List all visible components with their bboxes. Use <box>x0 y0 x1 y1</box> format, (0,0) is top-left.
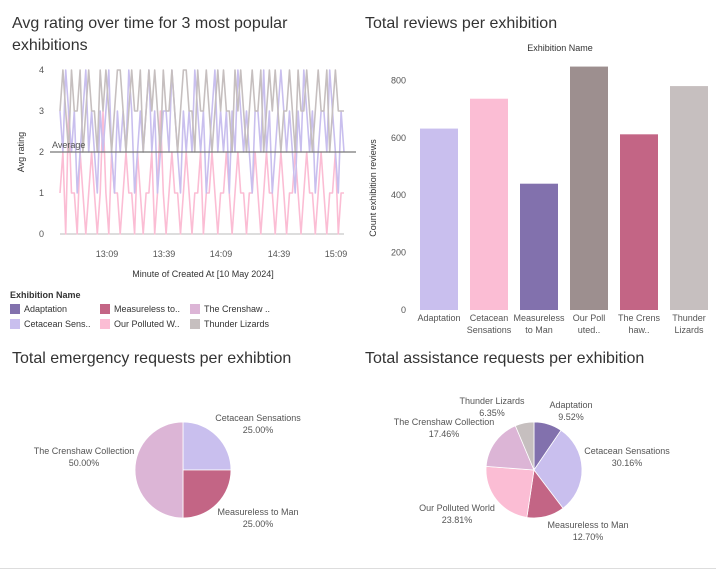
bar-our-polluted-world <box>570 66 608 310</box>
slice-label: Thunder Lizards <box>459 396 525 406</box>
slice-label: Adaptation <box>549 400 592 410</box>
slice-label: Cetacean Sensations <box>215 413 301 423</box>
y-tick-label: 200 <box>391 248 406 258</box>
series-line-thunder-lizards <box>59 69 344 153</box>
legend-label: Thunder Lizards <box>204 319 270 329</box>
bar-header: Exhibition Name <box>527 43 593 53</box>
legend-swatch <box>10 319 20 329</box>
pie-emergency-title: Total emergency requests per exhibtion <box>12 350 292 367</box>
x-axis-title: Minute of Created At [10 May 2024] <box>132 269 274 279</box>
bar-adaptation <box>420 128 458 310</box>
y-tick-label: 400 <box>391 190 406 200</box>
x-tick-label: Measureless <box>513 313 565 323</box>
y-tick-label: 600 <box>391 133 406 143</box>
x-tick-label: Lizards <box>674 325 704 335</box>
pie-slice-thunder-lizards <box>514 421 535 471</box>
bar-thunder-lizards <box>670 86 708 310</box>
legend-item[interactable]: Cetacean Sens.. <box>10 319 96 329</box>
slice-pct: 25.00% <box>243 425 274 435</box>
slice-pct: 17.46% <box>429 429 460 439</box>
x-tick-label: 13:09 <box>96 249 119 259</box>
bar-chart[interactable]: Exhibition Name 0 200 400 600 800 Count exhibi… <box>360 40 710 340</box>
bar-chart-title: Total reviews per exhibition <box>365 15 558 32</box>
bar-the-crenshaw-collection <box>620 134 658 310</box>
bottom-divider <box>0 568 716 569</box>
legend-label: Adaptation <box>24 304 68 314</box>
legend-label: Cetacean Sens.. <box>24 319 91 329</box>
line-chart-title: Avg rating over time for 3 most popular … <box>12 15 288 54</box>
legend-label: The Crenshaw .. <box>204 304 271 314</box>
legend-item[interactable]: Measureless to.. <box>100 304 186 314</box>
pie-assistance-chart[interactable]: Adaptation 9.52% Cetacean Sensations 30.16%… <box>360 370 715 570</box>
x-tick-label: Our Poll <box>573 313 606 323</box>
slice-label: Measureless to Man <box>217 507 298 517</box>
pie-slice-measureless-to-man <box>182 469 232 519</box>
legend-label: Measureless to.. <box>114 304 181 314</box>
y-tick-label: 4 <box>39 65 44 75</box>
slice-label: Our Polluted World <box>419 503 495 513</box>
x-tick-label: Cetacean <box>470 313 509 323</box>
slice-pct: 12.70% <box>573 532 604 542</box>
legend-swatch <box>190 319 200 329</box>
y-axis-title: Count exhibition reviews <box>368 139 378 237</box>
slice-label: Measureless to Man <box>547 520 628 530</box>
slice-pct: 25.00% <box>243 519 274 529</box>
y-tick-label: 2 <box>39 147 44 157</box>
legend-item[interactable]: Thunder Lizards <box>190 319 276 329</box>
x-tick-label: The Crens <box>618 313 661 323</box>
legend-grid: Adaptation Measureless to.. The Crenshaw .… <box>10 304 350 329</box>
x-tick-label: Thunder <box>672 313 706 323</box>
slice-pct: 6.35% <box>479 408 505 418</box>
pie-slice-cetacean-sensations <box>533 429 583 509</box>
pie-emergency-chart[interactable]: Cetacean Sensations 25.00% Measureless to … <box>0 370 355 570</box>
slice-pct: 9.52% <box>558 412 584 422</box>
legend-label: Our Polluted W.. <box>114 319 180 329</box>
pie-slice-our-polluted-world <box>485 465 535 518</box>
legend-item[interactable]: Our Polluted W.. <box>100 319 186 329</box>
x-tick-label: 14:39 <box>268 249 291 259</box>
legend-swatch <box>190 304 200 314</box>
y-tick-label: 1 <box>39 188 44 198</box>
bar-cetacean-sensations <box>470 98 508 310</box>
y-tick-label: 0 <box>401 305 406 315</box>
x-tick-label: to Man <box>525 325 553 335</box>
legend[interactable]: Exhibition Name Adaptation Measureless to… <box>10 290 350 329</box>
slice-pct: 50.00% <box>69 458 100 468</box>
y-tick-label: 3 <box>39 106 44 116</box>
legend-swatch <box>100 304 110 314</box>
x-tick-label: 13:39 <box>153 249 176 259</box>
x-tick-label: Sensations <box>467 325 512 335</box>
slice-pct: 23.81% <box>442 515 473 525</box>
pie-assistance-title: Total assistance requests per exhibition <box>365 350 645 367</box>
slice-label: Cetacean Sensations <box>584 446 670 456</box>
average-label: Average <box>52 140 85 150</box>
y-tick-label: 0 <box>39 229 44 239</box>
line-chart[interactable]: 0 1 2 3 4 Average 13:09 13:39 14:09 14:39 15:09 Min… <box>0 58 356 279</box>
bar-measureless-to-man <box>520 183 558 310</box>
x-tick-label: Adaptation <box>417 313 460 323</box>
pie-slice-cetacean-sensations <box>182 421 232 471</box>
slice-pct: 30.16% <box>612 458 643 468</box>
x-tick-label: uted.. <box>578 325 601 335</box>
legend-swatch <box>10 304 20 314</box>
legend-item[interactable]: The Crenshaw .. <box>190 304 276 314</box>
legend-title: Exhibition Name <box>10 290 81 300</box>
x-tick-label: 15:09 <box>325 249 348 259</box>
x-tick-label: haw.. <box>628 325 649 335</box>
slice-label: The Crenshaw Collection <box>34 446 135 456</box>
pie-slice-the-crenshaw-collection <box>134 421 184 519</box>
legend-swatch <box>100 319 110 329</box>
pie-slice-the-crenshaw-collection <box>485 425 535 471</box>
legend-item[interactable]: Adaptation <box>10 304 96 314</box>
y-axis-title: Avg rating <box>16 132 26 172</box>
x-tick-label: 14:09 <box>210 249 233 259</box>
slice-label: The Crenshaw Collection <box>394 417 495 427</box>
y-tick-label: 800 <box>391 75 406 85</box>
